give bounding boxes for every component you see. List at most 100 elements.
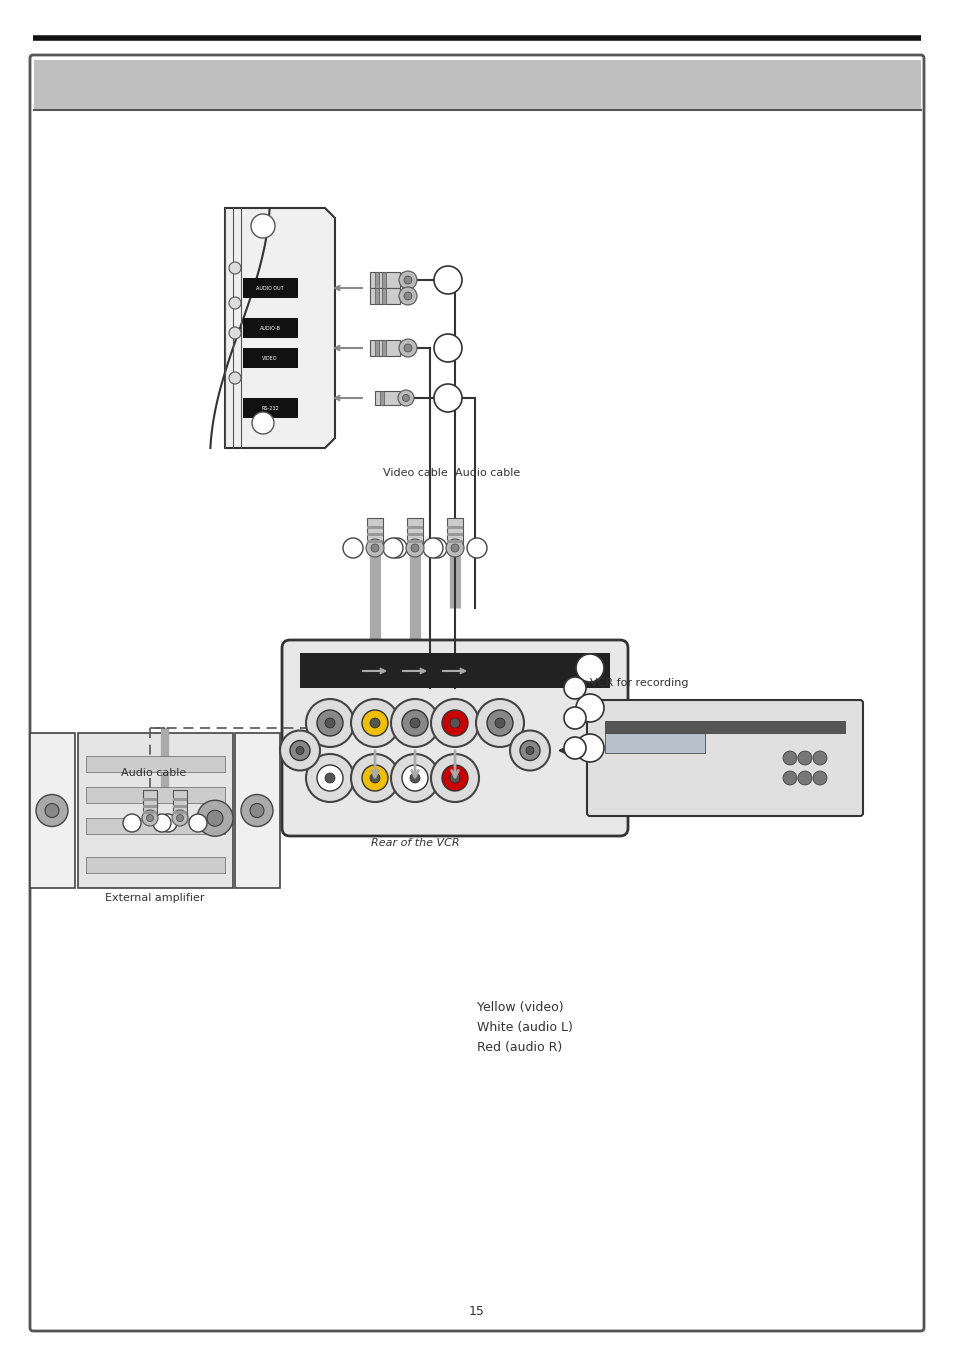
Bar [143, 790, 157, 818]
Circle shape [252, 412, 274, 434]
Circle shape [519, 740, 539, 760]
Circle shape [431, 700, 478, 747]
Bar [447, 518, 462, 549]
Circle shape [434, 384, 461, 412]
FancyBboxPatch shape [586, 700, 862, 816]
Text: Rear of the VCR: Rear of the VCR [371, 838, 458, 848]
Circle shape [398, 287, 416, 305]
Text: Yellow (video): Yellow (video) [476, 1002, 563, 1015]
Circle shape [229, 262, 241, 274]
Bar [143, 798, 157, 801]
Bar [243, 398, 297, 418]
Bar [379, 391, 384, 404]
Text: White (audio L): White (audio L) [476, 1022, 572, 1034]
Circle shape [403, 276, 412, 284]
Bar [375, 272, 378, 288]
Bar [172, 790, 187, 818]
Circle shape [427, 538, 447, 558]
Circle shape [306, 700, 354, 747]
Circle shape [123, 814, 141, 832]
Circle shape [563, 677, 585, 700]
Bar [447, 532, 462, 537]
Bar [447, 526, 462, 528]
Bar [370, 288, 399, 305]
Circle shape [189, 814, 207, 832]
Circle shape [401, 710, 428, 736]
Bar [367, 518, 382, 549]
Circle shape [510, 731, 550, 771]
Text: Video cable: Video cable [382, 468, 447, 479]
Circle shape [325, 718, 335, 728]
Circle shape [410, 772, 419, 783]
Bar [86, 787, 225, 803]
Circle shape [434, 334, 461, 363]
Bar [172, 805, 187, 807]
Bar [447, 541, 462, 543]
Bar [381, 272, 386, 288]
Bar [370, 340, 399, 356]
Text: VIDEO: VIDEO [262, 356, 277, 360]
FancyArrowPatch shape [335, 346, 362, 350]
Bar [243, 278, 297, 298]
Bar [86, 818, 225, 834]
Circle shape [797, 771, 811, 785]
Bar [367, 526, 382, 528]
Bar [381, 340, 386, 356]
Bar [370, 272, 399, 288]
Bar [143, 805, 157, 807]
Circle shape [476, 700, 523, 747]
FancyArrowPatch shape [402, 669, 424, 673]
Circle shape [450, 772, 459, 783]
Text: External amplifier: External amplifier [105, 892, 205, 903]
Bar [375, 391, 399, 404]
Circle shape [229, 328, 241, 338]
Circle shape [411, 545, 418, 551]
Bar [34, 61, 920, 111]
Circle shape [387, 538, 407, 558]
Circle shape [351, 754, 398, 802]
Circle shape [366, 539, 384, 557]
Circle shape [782, 771, 796, 785]
Circle shape [431, 754, 478, 802]
Circle shape [172, 810, 188, 826]
Circle shape [398, 271, 416, 288]
FancyArrowPatch shape [412, 751, 418, 776]
Bar [407, 526, 422, 528]
Circle shape [370, 718, 379, 728]
Bar [407, 518, 422, 549]
Circle shape [406, 539, 423, 557]
Circle shape [441, 710, 468, 736]
Circle shape [441, 766, 468, 791]
Circle shape [361, 710, 388, 736]
Circle shape [812, 771, 826, 785]
Text: AUDIO-B: AUDIO-B [259, 325, 280, 330]
Text: VCR for recording: VCR for recording [589, 678, 688, 687]
Polygon shape [30, 733, 75, 888]
Circle shape [229, 372, 241, 384]
Circle shape [290, 740, 310, 760]
Circle shape [576, 735, 603, 762]
Circle shape [196, 801, 233, 836]
FancyBboxPatch shape [282, 640, 627, 836]
Circle shape [382, 538, 402, 558]
Circle shape [410, 718, 419, 728]
Bar [172, 811, 187, 814]
Circle shape [229, 297, 241, 309]
Circle shape [391, 754, 438, 802]
Circle shape [36, 794, 68, 826]
Circle shape [241, 794, 273, 826]
Circle shape [422, 538, 442, 558]
Bar [367, 541, 382, 543]
Polygon shape [234, 733, 280, 888]
FancyArrowPatch shape [451, 751, 457, 776]
Circle shape [142, 810, 158, 826]
FancyBboxPatch shape [30, 55, 923, 1330]
FancyArrowPatch shape [559, 748, 567, 754]
Bar [375, 288, 378, 305]
Circle shape [467, 538, 486, 558]
Circle shape [45, 803, 59, 817]
Circle shape [295, 747, 304, 755]
Circle shape [446, 539, 463, 557]
Circle shape [207, 810, 223, 826]
Circle shape [495, 718, 504, 728]
